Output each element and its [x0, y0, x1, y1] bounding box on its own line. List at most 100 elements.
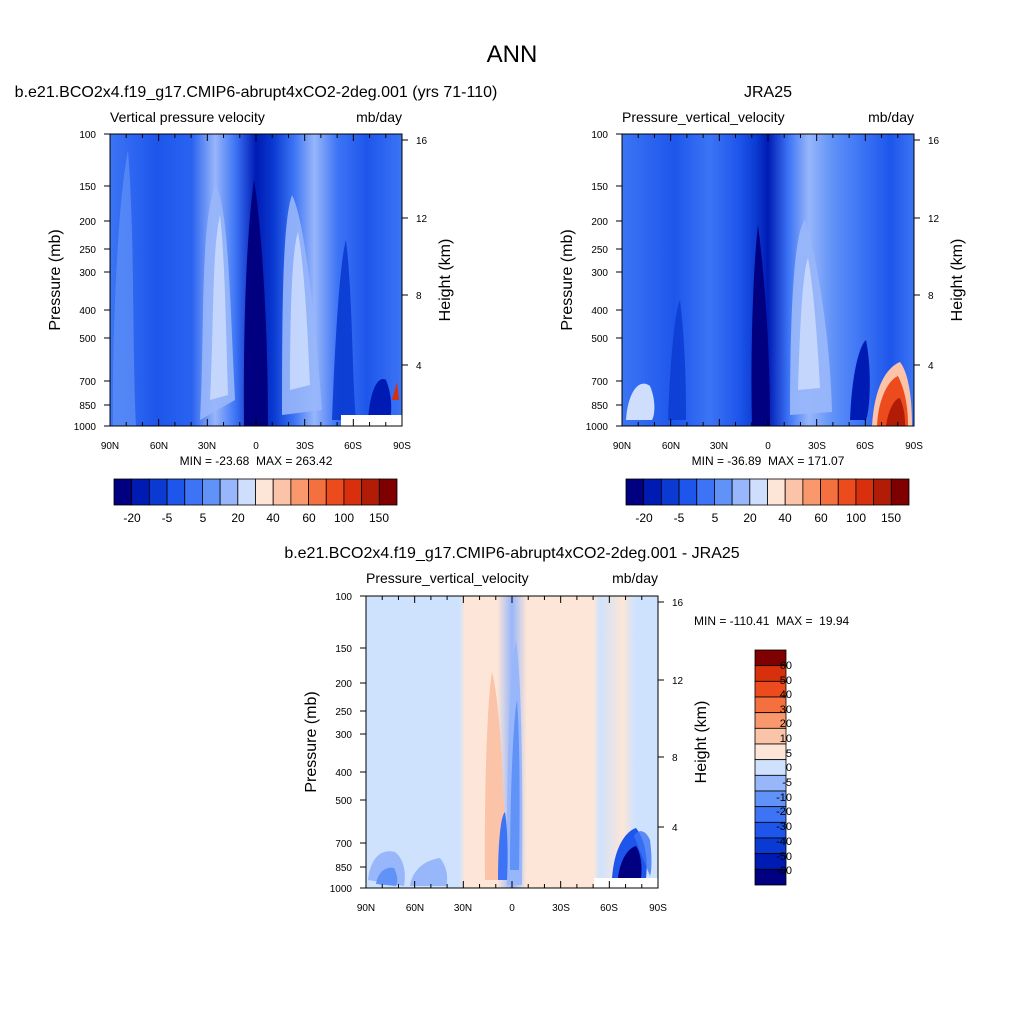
panel-model-colorbar-box — [148, 478, 168, 506]
panel-obs-cbar-label-6: 60 — [814, 511, 828, 525]
panel-obs-xtick-30s: 30S — [808, 441, 826, 452]
panel-diff-colorbar-box — [754, 759, 787, 776]
panel-diff-cbar-label-m60: -60 — [776, 865, 792, 877]
panel-obs-colorbar-box — [767, 478, 786, 506]
panel-diff-xtick-30n: 30N — [454, 903, 472, 914]
panel-model-cbar-label-8: 150 — [369, 511, 389, 525]
panel-model-cbar-label-3: 5 — [200, 511, 207, 525]
panel-model-xtick-90n: 90N — [101, 441, 119, 452]
panel-diff-colorbar-box — [754, 743, 787, 761]
panel-diff-cbar-label-m20: -20 — [776, 806, 792, 818]
panel-diff-xtick-90n: 90N — [357, 903, 375, 914]
panel-model-ytick-500: 500 — [79, 334, 96, 345]
panel-model-xtick-30s: 30S — [296, 441, 314, 452]
panel-obs-ytick-500: 500 — [591, 334, 608, 345]
panel-obs-left-label: Pressure_vertical_velocity — [622, 109, 785, 125]
panel-obs-y2tick-8: 8 — [928, 291, 934, 302]
panel-diff-xtick-30s: 30S — [552, 903, 570, 914]
panel-diff-cbar-label-30: 30 — [780, 704, 792, 716]
panel-model-cbar-label-4: 20 — [231, 511, 245, 525]
panel-obs-y2tick-16: 16 — [928, 136, 940, 147]
panel-diff-ytick-500: 500 — [335, 796, 352, 807]
panel-model-xtick-60n: 60N — [150, 441, 168, 452]
panel-model-colorbar-box — [184, 478, 203, 506]
panel-diff-ytick-100: 100 — [335, 592, 352, 603]
panel-obs-colorbar-box — [714, 478, 733, 506]
panel-obs-colorbar-box — [731, 478, 751, 506]
panel-obs-colorbar-box — [873, 478, 892, 506]
panel-obs-colorbar-box — [696, 478, 715, 506]
panel-diff-ytick-250: 250 — [335, 707, 352, 718]
panel-obs-cbar-label-5: 40 — [778, 511, 792, 525]
panel-model-stats: MIN = -23.68 MAX = 263.42 — [180, 454, 333, 468]
panel-obs-colorbar-box — [802, 478, 821, 506]
panel-obs-ticks — [616, 133, 920, 427]
panel-diff-cbar-label-m5: -5 — [782, 777, 792, 789]
panel-model-cbar-label-6: 60 — [302, 511, 316, 525]
panel-obs-xtick-60n: 60N — [662, 441, 680, 452]
panel-diff-y2tick-12: 12 — [672, 676, 684, 687]
panel-model-y2tick-16: 16 — [416, 136, 428, 147]
panel-model-ytick-1000: 1000 — [74, 422, 97, 433]
panel-model-ytick-100: 100 — [79, 130, 96, 141]
panel-diff-y2label: Height (km) — [693, 701, 710, 784]
panel-diff-ytick-1000: 1000 — [330, 884, 353, 895]
panel-model-xtick-30n: 30N — [198, 441, 216, 452]
panel-model-colorbar-box — [290, 478, 309, 506]
panel-diff-left-label: Pressure_vertical_velocity — [366, 570, 529, 586]
panel-obs-ytick-200: 200 — [591, 217, 608, 228]
panel-obs-y2tick-4: 4 — [928, 361, 934, 372]
panel-model-y2tick-4: 4 — [416, 361, 422, 372]
panel-model-ytick-400: 400 — [79, 306, 96, 317]
panel-model-colorbar-box — [237, 478, 256, 506]
panel-obs-xtick-30n: 30N — [710, 441, 728, 452]
panel-diff-cbar-label-m50: -50 — [776, 851, 792, 863]
panel-obs-ytick-300: 300 — [591, 268, 608, 279]
panel-diff-ytick-400: 400 — [335, 768, 352, 779]
panel-obs-xtick-60s: 60S — [856, 441, 874, 452]
panel-model: b.e21.BCO2x4.f19_g17.CMIP6-abrupt4xCO2-2… — [15, 84, 498, 525]
panel-obs: JRA25 Pressure_vertical_velocity mb/day … — [559, 84, 966, 525]
panel-obs-cbar-label-1: -20 — [635, 511, 653, 525]
panel-obs-colorbar-box — [660, 478, 680, 506]
panel-obs-y2tick-12: 12 — [928, 214, 940, 225]
panel-obs-xtick-0: 0 — [765, 441, 771, 452]
panel-diff-ylabel: Pressure (mb) — [303, 691, 320, 792]
panel-model-colorbar-box — [308, 478, 327, 506]
panel-model-cbar-label-5: 40 — [266, 511, 280, 525]
panel-obs-colorbar-box — [643, 478, 662, 506]
panel-model-ytick-850: 850 — [79, 401, 96, 412]
panel-obs-ytick-100: 100 — [591, 130, 608, 141]
panel-obs-y2label: Height (km) — [949, 239, 966, 322]
panel-diff-ytick-300: 300 — [335, 730, 352, 741]
panel-model-colorbar-box — [343, 478, 363, 506]
panel-model-colorbar-box — [255, 478, 274, 506]
panel-diff-ytick-700: 700 — [335, 839, 352, 850]
panel-obs-ytick-400: 400 — [591, 306, 608, 317]
panel-diff-cbar-label-10: 10 — [780, 733, 792, 745]
main-title: ANN — [487, 41, 538, 68]
panel-diff-xtick-90s: 90S — [649, 903, 667, 914]
panel-obs-colorbar-box — [625, 478, 645, 506]
panel-obs-colorbar-box — [784, 478, 804, 506]
panel-diff-y2tick-16: 16 — [672, 598, 684, 609]
panel-model-xtick-90s: 90S — [393, 441, 411, 452]
panel-diff-cbar-label-m10: -10 — [776, 792, 792, 804]
panel-obs-colorbar-box — [855, 478, 875, 506]
panel-model-right-label: mb/day — [356, 109, 402, 125]
panel-diff-stats: MIN = -110.41 MAX = 19.94 — [694, 614, 850, 628]
panel-diff-y2tick-4: 4 — [672, 823, 678, 834]
panel-obs-ytick-150: 150 — [591, 182, 608, 193]
panel-obs-cbar-label-4: 20 — [743, 511, 757, 525]
panel-model-colorbar-box — [166, 478, 186, 506]
panel-model-colorbar-box — [272, 478, 292, 506]
panel-model-title: b.e21.BCO2x4.f19_g17.CMIP6-abrupt4xCO2-2… — [15, 84, 498, 101]
panel-diff-cbar-label-20: 20 — [780, 718, 792, 730]
panel-obs-ytick-1000: 1000 — [586, 422, 609, 433]
panel-diff-cbar-label-m40: -40 — [776, 836, 792, 848]
panel-obs-xtick-90n: 90N — [613, 441, 631, 452]
panel-obs-cbar-label-8: 150 — [881, 511, 901, 525]
panel-model-ytick-200: 200 — [79, 217, 96, 228]
panel-obs-cbar-label-2: -5 — [674, 511, 685, 525]
